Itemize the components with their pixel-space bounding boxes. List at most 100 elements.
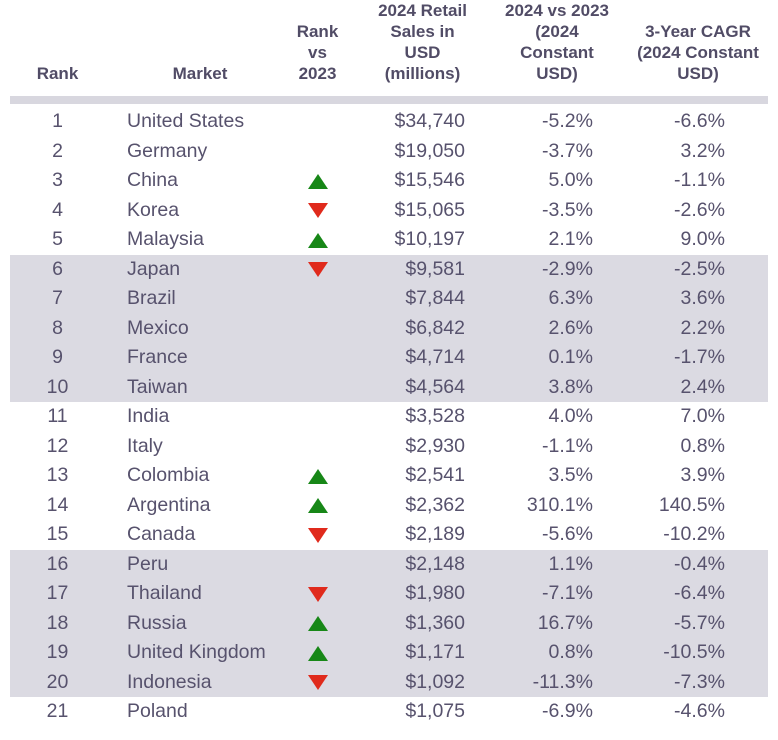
yoy-cell: 6.3% xyxy=(470,284,610,314)
sales-cell: $7,844 xyxy=(365,284,470,314)
cagr-cell: -0.4% xyxy=(610,549,768,579)
market-cell: France xyxy=(105,343,270,373)
table-row: 9 France $4,714 0.1% -1.7% xyxy=(10,343,768,373)
rank-change-cell xyxy=(270,372,365,402)
table-row: 4 Korea $15,065 -3.5% -2.6% xyxy=(10,196,768,226)
market-cell: Russia xyxy=(105,608,270,638)
rank-down-arrow-icon xyxy=(307,527,328,543)
cagr-cell: -4.6% xyxy=(674,700,725,723)
rank-down-arrow-icon xyxy=(307,675,328,691)
column-header-3-year-cagr: 3-Year CAGR (2024 Constant USD) xyxy=(637,22,759,83)
rank-change-cell xyxy=(270,343,365,373)
rank-cell: 8 xyxy=(10,313,105,343)
table-row: 20 Indonesia $1,092 -11.3% -7.3% xyxy=(10,667,768,697)
cagr-cell: -5.7% xyxy=(610,608,768,638)
rank-change-cell xyxy=(270,166,365,196)
header-separator-row xyxy=(10,94,768,107)
table-row: 16 Peru $2,148 1.1% -0.4% xyxy=(10,549,768,579)
table-row: 13 Colombia $2,541 3.5% 3.9% xyxy=(10,461,768,491)
rank-change-cell xyxy=(270,461,365,491)
table-row: 12 Italy $2,930 -1.1% 0.8% xyxy=(10,432,768,462)
yoy-cell: -2.9% xyxy=(470,254,610,284)
sales-cell: $1,075 xyxy=(405,700,465,723)
rank-change-cell xyxy=(270,254,365,284)
sales-cell: $2,541 xyxy=(405,464,465,487)
market-cell: United Kingdom xyxy=(105,638,270,668)
market-cell: Germany xyxy=(127,139,208,162)
rank-cell: 1 xyxy=(52,110,63,133)
yoy-cell: 3.5% xyxy=(548,464,593,487)
yoy-cell: -5.6% xyxy=(542,523,593,546)
cagr-cell: 3.9% xyxy=(680,464,725,487)
cagr-cell: 140.5% xyxy=(658,493,725,516)
table-row: 18 Russia $1,360 16.7% -5.7% xyxy=(10,608,768,638)
market-cell: Colombia xyxy=(127,464,210,487)
header-separator-bar xyxy=(10,96,768,104)
rank-cell: 9 xyxy=(10,343,105,373)
table-row: 5 Malaysia $10,197 2.1% 9.0% xyxy=(10,225,768,255)
cagr-cell: -2.6% xyxy=(674,198,725,221)
sales-cell: $4,714 xyxy=(365,343,470,373)
yoy-cell: 0.1% xyxy=(470,343,610,373)
market-cell: Peru xyxy=(105,549,270,579)
yoy-cell: -3.7% xyxy=(542,139,593,162)
market-cell: Indonesia xyxy=(105,667,270,697)
rank-cell: 21 xyxy=(46,700,69,723)
rank-change-cell xyxy=(270,313,365,343)
column-header-rank: Rank xyxy=(36,64,79,83)
rank-cell: 5 xyxy=(52,228,63,251)
cagr-cell: 0.8% xyxy=(680,434,725,457)
market-cell: United States xyxy=(127,110,245,133)
table-row: 6 Japan $9,581 -2.9% -2.5% xyxy=(10,254,768,284)
rank-cell: 13 xyxy=(46,464,69,487)
cagr-cell: -10.2% xyxy=(663,523,725,546)
cagr-cell: 2.4% xyxy=(610,372,768,402)
rank-up-arrow-icon xyxy=(307,498,328,514)
sales-cell: $1,171 xyxy=(365,638,470,668)
table-row: 1 United States $34,740 -5.2% -6.6% xyxy=(10,107,768,137)
rank-change-cell xyxy=(270,667,365,697)
cagr-cell: -2.5% xyxy=(610,254,768,284)
yoy-cell: -6.9% xyxy=(542,700,593,723)
column-header-market: Market xyxy=(172,64,228,83)
sales-cell: $3,528 xyxy=(405,405,465,428)
rank-down-arrow-icon xyxy=(307,262,328,278)
yoy-cell: 2.6% xyxy=(470,313,610,343)
yoy-cell: -11.3% xyxy=(470,667,610,697)
table-row: 11 India $3,528 4.0% 7.0% xyxy=(10,402,768,432)
table-row: 14 Argentina $2,362 310.1% 140.5% xyxy=(10,491,768,521)
sales-cell: $2,189 xyxy=(405,523,465,546)
market-cell: Mexico xyxy=(105,313,270,343)
yoy-cell: 2.1% xyxy=(548,228,593,251)
table-row: 21 Poland $1,075 -6.9% -4.6% xyxy=(10,697,768,727)
yoy-cell: 4.0% xyxy=(548,405,593,428)
rank-up-arrow-icon xyxy=(307,232,328,248)
sales-cell: $1,092 xyxy=(365,667,470,697)
market-cell: Poland xyxy=(127,700,188,723)
rank-cell: 19 xyxy=(10,638,105,668)
table-row: 2 Germany $19,050 -3.7% 3.2% xyxy=(10,137,768,167)
cagr-cell: -6.4% xyxy=(610,579,768,609)
table-row: 7 Brazil $7,844 6.3% 3.6% xyxy=(10,284,768,314)
table-row: 3 China $15,546 5.0% -1.1% xyxy=(10,166,768,196)
rank-up-arrow-icon xyxy=(307,173,328,189)
sales-cell: $2,930 xyxy=(405,434,465,457)
cagr-cell: -1.7% xyxy=(610,343,768,373)
market-cell: Korea xyxy=(127,198,180,221)
sales-cell: $2,148 xyxy=(365,549,470,579)
rank-cell: 15 xyxy=(46,523,69,546)
market-cell: Italy xyxy=(127,434,163,457)
cagr-cell: 3.2% xyxy=(680,139,725,162)
sales-cell: $1,360 xyxy=(365,608,470,638)
rank-cell: 10 xyxy=(10,372,105,402)
sales-cell: $10,197 xyxy=(394,228,466,251)
rank-cell: 20 xyxy=(10,667,105,697)
rank-down-arrow-icon xyxy=(307,586,328,602)
yoy-cell: 16.7% xyxy=(470,608,610,638)
table-row: 15 Canada $2,189 -5.6% -10.2% xyxy=(10,520,768,550)
retail-ranking-table: Rank Market Rank vs 2023 2024 Retail Sal… xyxy=(10,0,768,727)
table-row: 17 Thailand $1,980 -7.1% -6.4% xyxy=(10,579,768,609)
yoy-cell: -7.1% xyxy=(470,579,610,609)
yoy-cell: 1.1% xyxy=(470,549,610,579)
